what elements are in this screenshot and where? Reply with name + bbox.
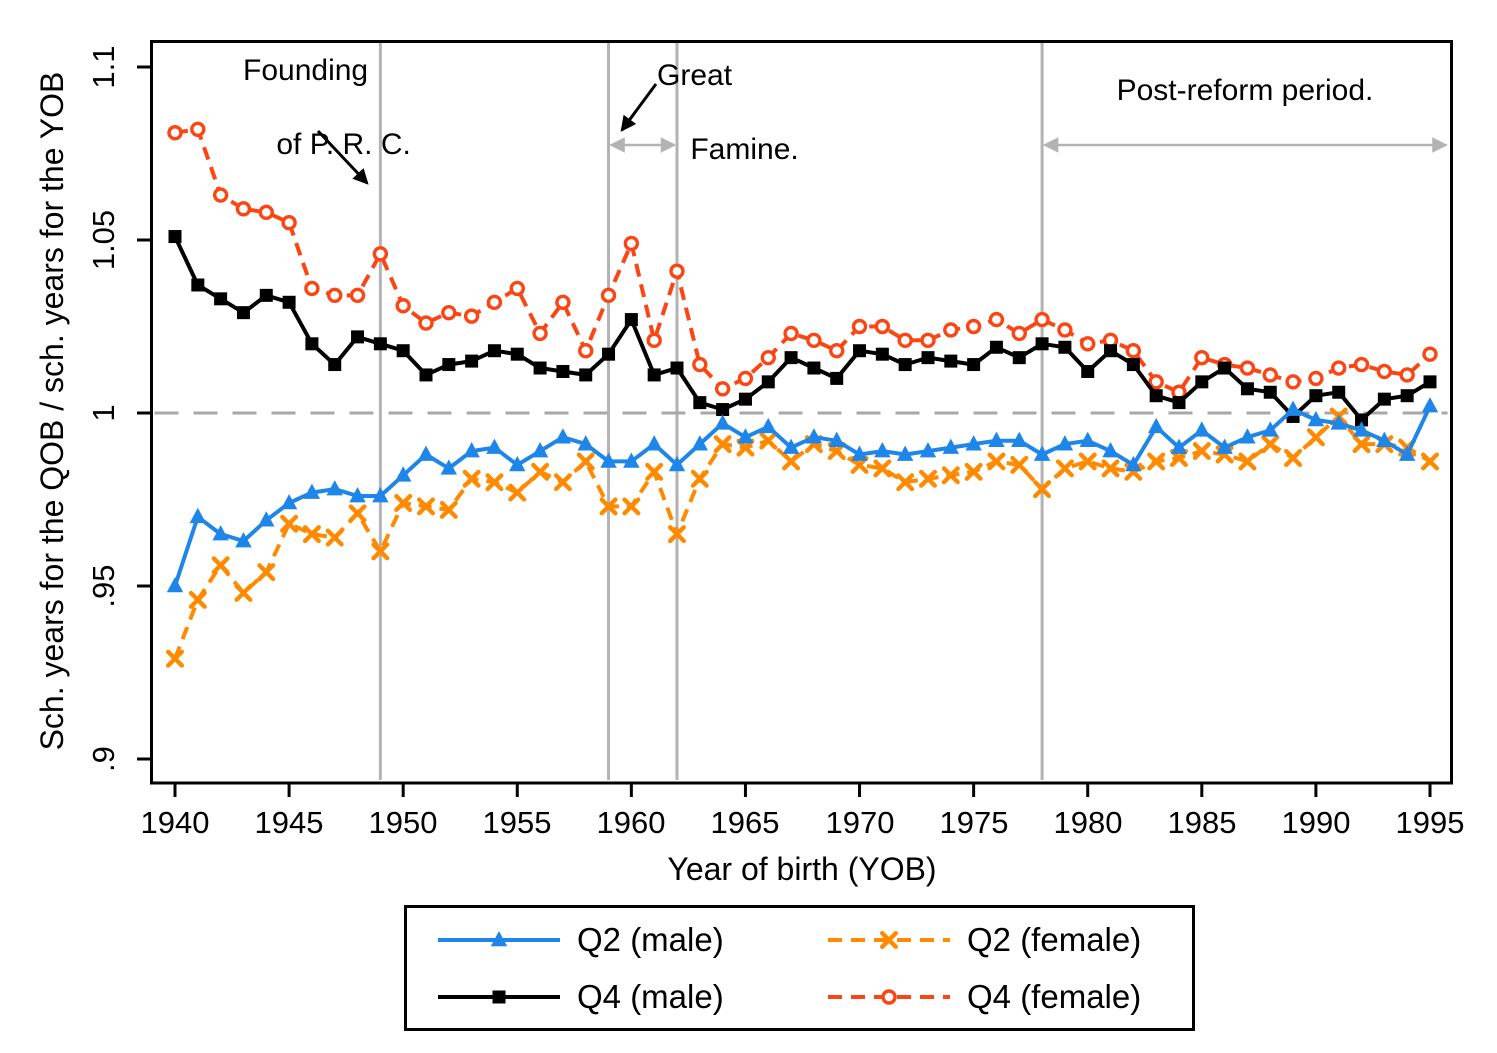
q2-male-line-marker-icon <box>438 930 560 946</box>
series-q2female <box>165 407 1439 668</box>
x-tick-label: 1940 <box>140 805 210 840</box>
x-tick-label: 1975 <box>939 805 1009 840</box>
annotation-famine-line2: Famine. <box>690 133 799 166</box>
axis-ticks <box>137 65 1432 797</box>
y-tick-label: 1 <box>86 404 121 422</box>
plot-border <box>150 40 1453 785</box>
y-tick-label: .95 <box>86 564 121 608</box>
annotation-post-reform: Post-reform period. <box>1116 74 1374 107</box>
q4-male-line-marker-icon <box>438 990 560 1003</box>
legend-label: Q2 (male) <box>577 920 724 958</box>
x-tick-label: 1960 <box>596 805 666 840</box>
series-q4male <box>168 230 1437 427</box>
y-axis-title: Sch. years for the QOB / sch. years for … <box>34 71 70 751</box>
x-axis-title: Year of birth (YOB) <box>667 851 937 887</box>
y-tick-label: 1.1 <box>86 45 121 89</box>
x-tick-label: 1985 <box>1167 805 1237 840</box>
annotation-founding-prc: Founding of P. R. C. <box>243 52 411 163</box>
legend-label: Q4 (female) <box>967 977 1142 1015</box>
legend-item-q4-female: Q4 (female) <box>797 968 1192 1025</box>
q4-female-line-marker-icon <box>828 988 950 1005</box>
series-q2male <box>166 397 1439 593</box>
founding-arrow <box>316 129 369 185</box>
legend: Q2 (male) Q2 (female) Q4 (male) Q4 (fema… <box>404 905 1195 1031</box>
legend-label: Q2 (female) <box>967 920 1142 958</box>
x-tick-label: 1955 <box>482 805 552 840</box>
legend-item-q2-female: Q2 (female) <box>797 911 1192 968</box>
x-tick-label: 1965 <box>710 805 780 840</box>
annotation-founding-line1: Founding <box>243 54 369 87</box>
annotation-founding-line2: of P. R. C. <box>276 128 411 161</box>
legend-item-q2-male: Q2 (male) <box>407 911 797 968</box>
annotation-famine-line1: Great <box>657 59 733 92</box>
y-tick-label: .9 <box>86 746 121 772</box>
q2-female-line-marker-icon <box>828 930 950 949</box>
x-tick-label: 1945 <box>254 805 324 840</box>
legend-label: Q4 (male) <box>577 977 724 1015</box>
x-tick-label: 1970 <box>825 805 895 840</box>
annotation-great-famine: Great Famine. <box>657 57 799 168</box>
x-tick-label: 1980 <box>1053 805 1123 840</box>
y-tick-label: 1.05 <box>86 209 121 271</box>
series-q4female <box>167 121 1438 400</box>
x-tick-label: 1950 <box>368 805 438 840</box>
legend-item-q4-male: Q4 (male) <box>407 968 797 1025</box>
x-tick-label: 1995 <box>1395 805 1465 840</box>
famine-arrow <box>620 83 658 132</box>
x-tick-label: 1990 <box>1281 805 1351 840</box>
